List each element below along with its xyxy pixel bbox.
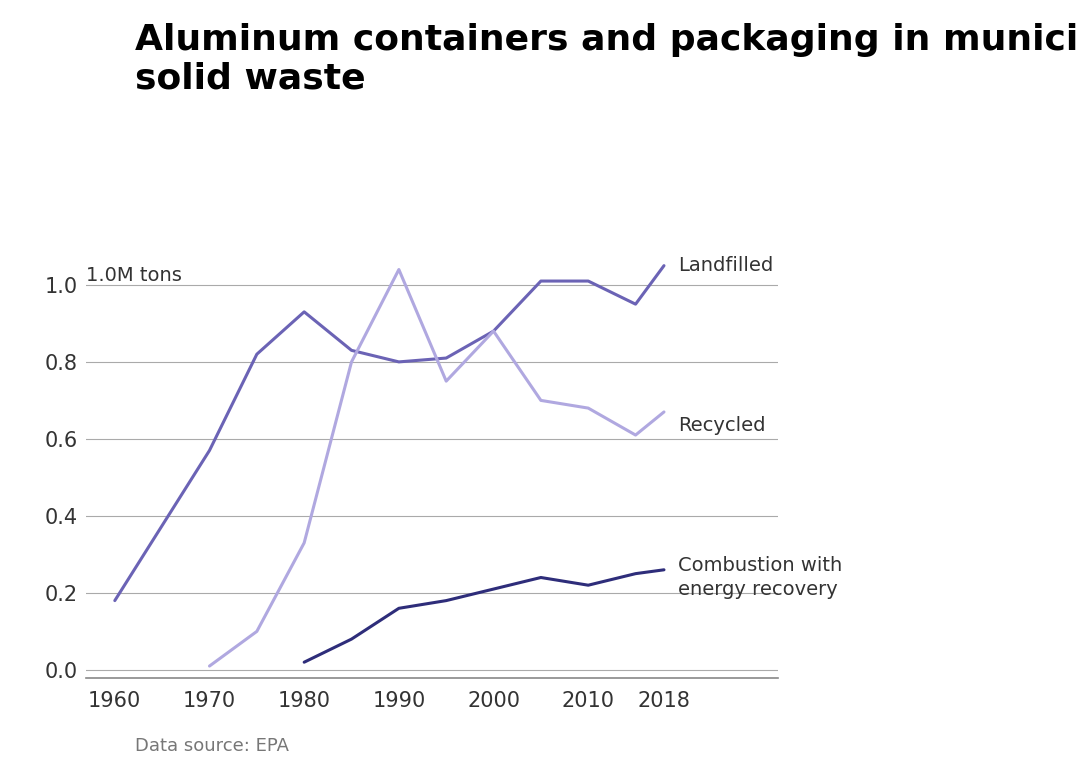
Text: Aluminum containers and packaging in municipal
solid waste: Aluminum containers and packaging in mun… [135, 23, 1080, 95]
Text: Landfilled: Landfilled [678, 256, 773, 275]
Text: Recycled: Recycled [678, 416, 766, 435]
Text: Combustion with
energy recovery: Combustion with energy recovery [678, 556, 842, 599]
Text: 1.0M tons: 1.0M tons [86, 266, 183, 285]
Text: Data source: EPA: Data source: EPA [135, 737, 289, 755]
